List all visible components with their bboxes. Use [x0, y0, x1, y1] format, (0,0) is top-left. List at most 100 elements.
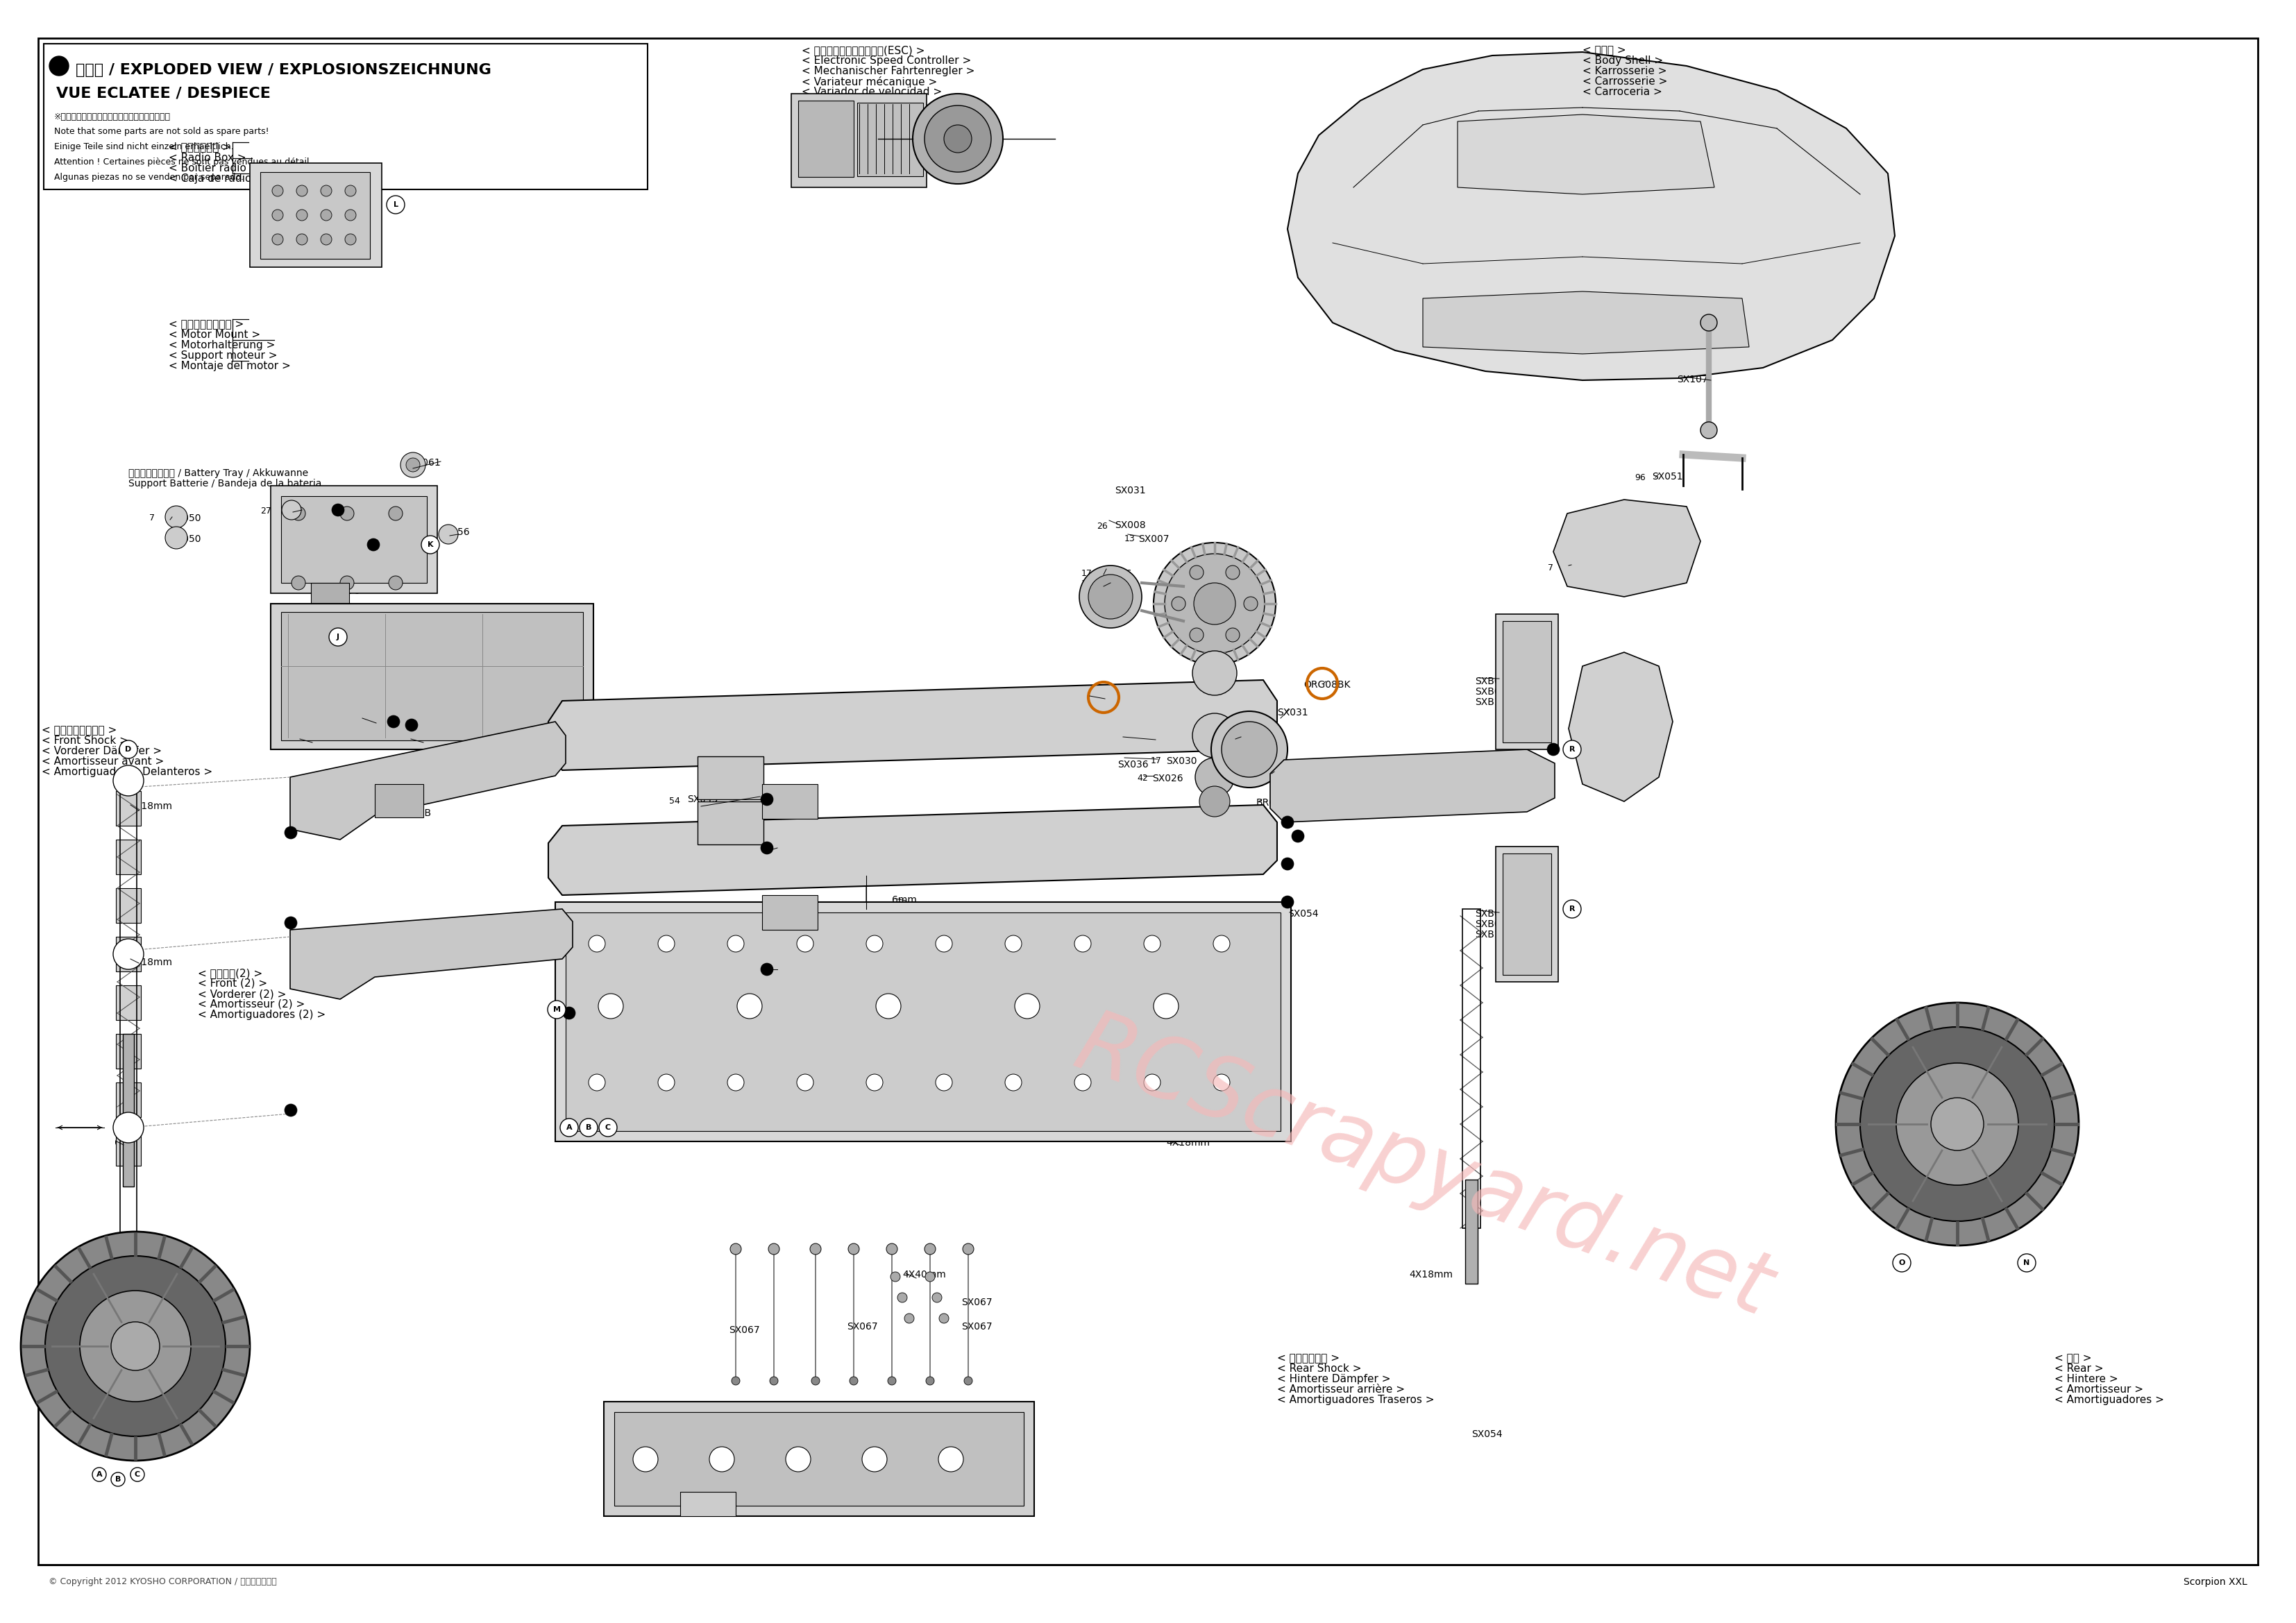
Text: K: K	[427, 540, 434, 549]
Circle shape	[1837, 1003, 2078, 1245]
Circle shape	[769, 1376, 778, 1384]
Circle shape	[1196, 758, 1233, 797]
Circle shape	[1226, 565, 1240, 579]
Circle shape	[932, 1292, 941, 1302]
Circle shape	[406, 458, 420, 472]
Circle shape	[549, 1001, 565, 1019]
Bar	[615, 1412, 1024, 1506]
Text: N: N	[2023, 1259, 2030, 1266]
Polygon shape	[289, 909, 572, 1000]
Circle shape	[1079, 565, 1141, 628]
Bar	[762, 784, 817, 818]
Circle shape	[925, 1272, 934, 1282]
Text: B: B	[115, 1475, 122, 1483]
Text: < Support moteur >: < Support moteur >	[168, 351, 278, 360]
Text: 96: 96	[1635, 474, 1646, 482]
Text: A: A	[567, 1125, 572, 1131]
Text: M: M	[553, 1006, 560, 1013]
Circle shape	[344, 209, 356, 221]
Circle shape	[1892, 1255, 1910, 1272]
Circle shape	[1931, 1097, 1984, 1151]
Circle shape	[1015, 993, 1040, 1019]
Text: < Motor Mount >: < Motor Mount >	[168, 329, 259, 339]
Circle shape	[602, 1121, 615, 1134]
Bar	[250, 162, 381, 268]
Bar	[680, 1492, 735, 1516]
Text: SX053: SX053	[1100, 579, 1132, 589]
Circle shape	[321, 234, 331, 245]
Circle shape	[599, 1118, 618, 1136]
Circle shape	[1088, 575, 1132, 618]
Circle shape	[1701, 315, 1717, 331]
Text: SX007: SX007	[1139, 534, 1169, 544]
Text: < Rear >: < Rear >	[2055, 1363, 2103, 1375]
Text: SX056: SX056	[439, 527, 471, 537]
Circle shape	[891, 1272, 900, 1282]
Circle shape	[1244, 597, 1258, 610]
Circle shape	[1701, 422, 1717, 438]
Text: 54: 54	[668, 797, 680, 805]
Text: A: A	[96, 1470, 103, 1479]
Text: < モーターマウント >: < モーターマウント >	[168, 320, 243, 329]
Circle shape	[1226, 628, 1240, 641]
Text: SX031: SX031	[1114, 485, 1146, 495]
Circle shape	[634, 1446, 659, 1472]
Text: SX061: SX061	[409, 458, 441, 467]
Bar	[856, 102, 923, 177]
Text: < Amortiguadores Delanteros >: < Amortiguadores Delanteros >	[41, 766, 214, 777]
Text: 分解図 / EXPLODED VIEW / EXPLOSIONSZEICHNUNG: 分解図 / EXPLODED VIEW / EXPLOSIONSZEICHNUN…	[76, 63, 491, 76]
Circle shape	[925, 1376, 934, 1384]
Text: SX051: SX051	[1651, 472, 1683, 482]
Text: 4X20mm: 4X20mm	[298, 735, 342, 745]
Circle shape	[328, 628, 347, 646]
Circle shape	[1281, 816, 1293, 828]
Circle shape	[709, 1446, 735, 1472]
Circle shape	[847, 1243, 859, 1255]
Circle shape	[1281, 896, 1293, 909]
Circle shape	[1564, 740, 1582, 758]
Bar	[115, 985, 140, 1019]
Text: Support Batterie / Bandeja de la bateria: Support Batterie / Bandeja de la bateria	[129, 479, 321, 489]
Circle shape	[80, 1290, 191, 1402]
Circle shape	[939, 1313, 948, 1323]
Circle shape	[1006, 1074, 1022, 1091]
Text: 4X16mm: 4X16mm	[409, 735, 452, 745]
Circle shape	[944, 125, 971, 153]
Text: SX058: SX058	[1086, 711, 1118, 721]
Text: Einige Teile sind nicht einzeln erhaeltlich.: Einige Teile sind nicht einzeln erhaeltl…	[55, 143, 234, 151]
Circle shape	[21, 1232, 250, 1461]
Text: SX053B: SX053B	[677, 1479, 714, 1488]
Circle shape	[760, 962, 774, 975]
Text: SXB005: SXB005	[1474, 687, 1513, 696]
Circle shape	[1896, 1063, 2018, 1185]
Text: 4X18mm: 4X18mm	[1410, 1269, 1453, 1279]
Text: B: B	[585, 1125, 592, 1131]
Text: < Amortiguadores (2) >: < Amortiguadores (2) >	[197, 1010, 326, 1019]
Circle shape	[579, 1118, 597, 1136]
Text: < Vorderer Dämpfer >: < Vorderer Dämpfer >	[41, 747, 161, 756]
Text: < Amortiguadores (1) >: < Amortiguadores (1) >	[41, 1409, 170, 1419]
Circle shape	[563, 1006, 576, 1019]
Text: < Caja de radio >: < Caja de radio >	[168, 174, 264, 183]
Circle shape	[934, 935, 953, 953]
Circle shape	[273, 209, 282, 221]
Bar	[1495, 847, 1559, 982]
Bar	[604, 1402, 1033, 1516]
Circle shape	[1564, 901, 1582, 919]
Circle shape	[905, 1313, 914, 1323]
Circle shape	[285, 826, 296, 839]
Text: 4X18mm: 4X18mm	[1166, 1138, 1210, 1147]
Text: Note that some parts are not sold as spare parts!: Note that some parts are not sold as spa…	[55, 127, 269, 136]
Circle shape	[92, 1467, 106, 1482]
Text: < メカボックス >: < メカボックス >	[168, 143, 232, 153]
Bar	[115, 888, 140, 923]
Text: O: O	[1899, 1259, 1906, 1266]
Circle shape	[914, 94, 1003, 183]
Text: SX026: SX026	[1153, 774, 1182, 784]
Text: SX036: SX036	[1118, 760, 1148, 769]
Text: RCScrapyard.net: RCScrapyard.net	[1063, 1003, 1784, 1334]
Circle shape	[296, 185, 308, 196]
Circle shape	[296, 234, 308, 245]
Circle shape	[1075, 935, 1091, 953]
Text: 42: 42	[1137, 774, 1148, 782]
